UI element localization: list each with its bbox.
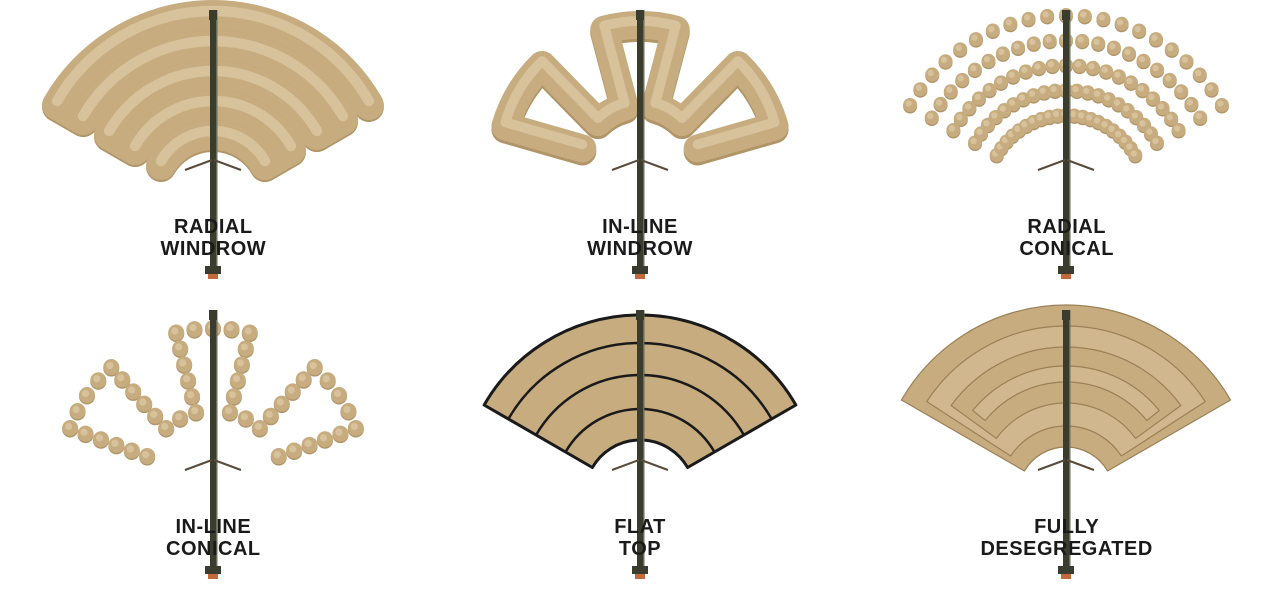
panel-fully-desegregated: FULLYDESEGREGATED xyxy=(853,300,1280,600)
boom-stacker xyxy=(185,310,241,579)
panel-inline-windrow: IN-LINEWINDROW xyxy=(427,0,854,300)
boom-stacker xyxy=(1038,10,1094,279)
panel-inline-conical: IN-LINECONICAL xyxy=(0,300,427,600)
panel-radial-windrow: RADIALWINDROW xyxy=(0,0,427,300)
panel-flat-top: FLATTOP xyxy=(427,300,854,600)
panel-radial-conical: RADIALCONICAL xyxy=(853,0,1280,300)
